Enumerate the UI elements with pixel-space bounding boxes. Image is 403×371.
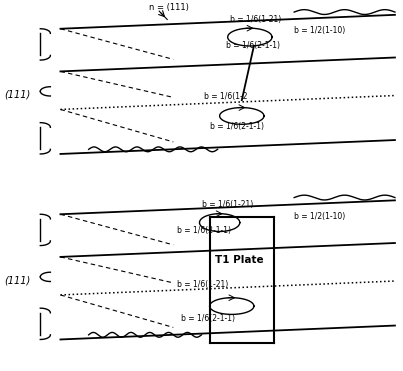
Text: b = 1/6(2-1-1): b = 1/6(2-1-1): [181, 313, 235, 323]
Text: b = 1/6(2-1-1): b = 1/6(2-1-1): [177, 226, 231, 236]
Text: T1 Plate: T1 Plate: [216, 255, 264, 265]
Text: b = 1/6(1-2: b = 1/6(1-2: [204, 92, 247, 101]
Text: b = 1/6(2-1-1): b = 1/6(2-1-1): [226, 41, 280, 50]
Text: b = 1/6(1-21): b = 1/6(1-21): [230, 15, 281, 24]
Text: (111): (111): [4, 275, 30, 285]
Text: (111): (111): [4, 90, 30, 99]
Text: n = (111): n = (111): [149, 3, 189, 12]
Text: b = 1/6(1-21): b = 1/6(1-21): [177, 280, 229, 289]
Text: b = 1/2(1-10): b = 1/2(1-10): [294, 211, 345, 221]
Text: b = 1/6(1-21): b = 1/6(1-21): [202, 200, 253, 210]
Text: b = 1/2(1-10): b = 1/2(1-10): [294, 26, 345, 35]
Text: b = 1/6(2-1-1): b = 1/6(2-1-1): [210, 122, 264, 131]
